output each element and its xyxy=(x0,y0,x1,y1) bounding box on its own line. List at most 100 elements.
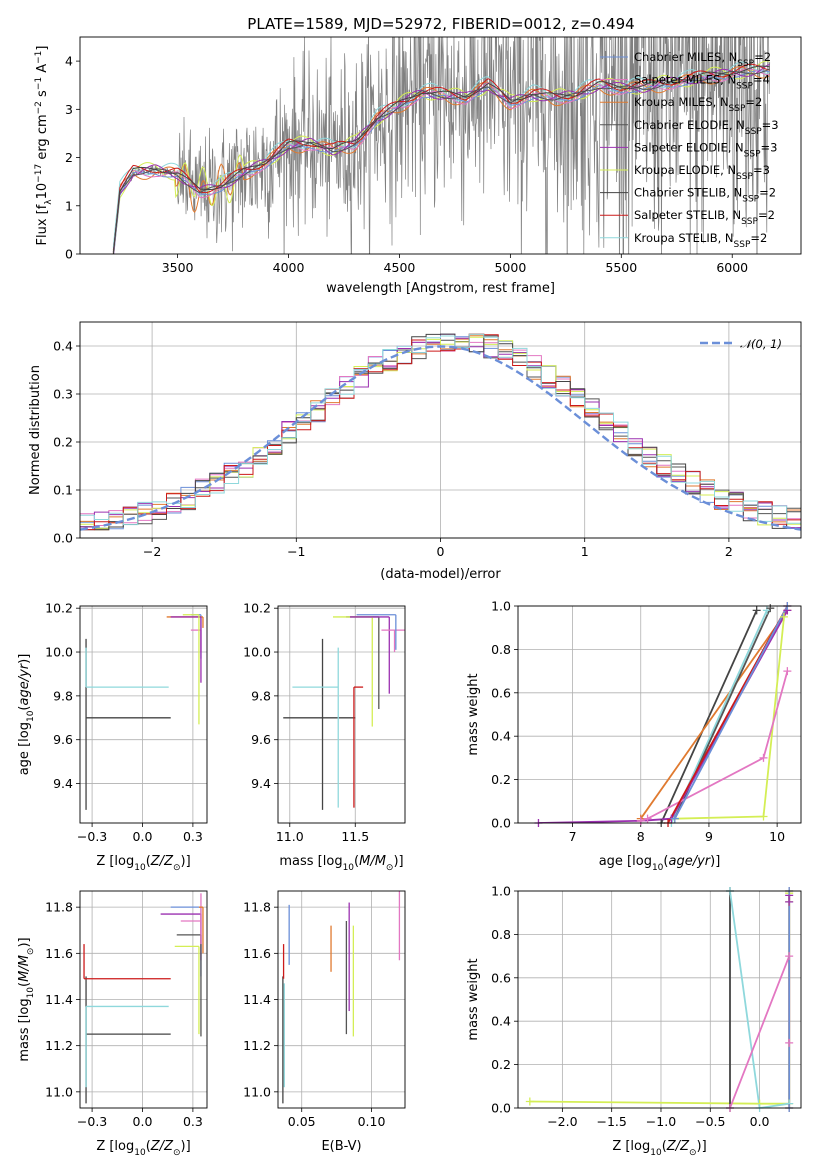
x-tick-label: 7 xyxy=(569,829,577,844)
y-tick-label: 0.4 xyxy=(491,1014,511,1029)
y-tick-label: 0.8 xyxy=(491,927,511,942)
legend-text: Kroupa MILES, N xyxy=(634,95,729,109)
legend-text: Kroupa STELIB, N xyxy=(634,231,734,245)
model-line xyxy=(112,65,770,254)
x-tick-label: 0 xyxy=(437,544,445,559)
legend-value: =3 xyxy=(762,118,779,132)
x-tick-label: 2 xyxy=(725,544,733,559)
x-tick-label: −0.3 xyxy=(77,1114,107,1129)
y-tick-label: 0.3 xyxy=(53,387,73,402)
label-part: wavelength [Angstrom, rest frame] xyxy=(326,281,555,296)
legend-text: Salpeter ELODIE, N xyxy=(634,140,744,154)
mass-weight-line xyxy=(538,609,789,823)
label-part: 10 xyxy=(35,183,50,200)
y-tick-label: 11.0 xyxy=(45,1084,73,1099)
legend-sub: SSP xyxy=(742,195,759,205)
x-tick-label: 11.0 xyxy=(276,829,304,844)
x-tick-label: 5000 xyxy=(494,260,526,275)
y-tick-label: 2 xyxy=(65,150,73,165)
y-tick-label: 11.4 xyxy=(45,992,73,1007)
y-axis-label: mass [log10(M/M⊙)] xyxy=(17,937,36,1061)
model-line xyxy=(112,63,770,254)
mass-weight-line xyxy=(660,609,758,823)
mass_vs_Z-plot-area xyxy=(83,893,204,1104)
plus-marker xyxy=(766,604,775,613)
legend-sub: SSP xyxy=(745,127,762,137)
y-tick-label: 11.6 xyxy=(45,946,73,961)
y-tick-label: 10.0 xyxy=(243,645,271,660)
label-part: Z [log xyxy=(96,854,134,869)
legend-label: Chabrier STELIB, NSSP=2 xyxy=(634,186,776,205)
label-part: λ xyxy=(44,199,54,205)
plus-marker xyxy=(759,753,768,762)
label-part: M/M xyxy=(17,955,32,982)
y-tick-label: 0.2 xyxy=(491,772,511,787)
legend-sub: SSP xyxy=(737,59,754,69)
mass_vs_ebv-plot-area xyxy=(282,891,401,1104)
label-part: age [log xyxy=(17,722,32,775)
label-part: ( xyxy=(17,706,32,711)
label-part: )] xyxy=(17,654,32,664)
massweight_vs_age-plot-area xyxy=(538,606,789,823)
y-tick-label: 4 xyxy=(65,54,73,69)
label-part: )] xyxy=(181,1139,191,1154)
x-tick-label: 0.10 xyxy=(358,1114,386,1129)
figure-title: PLATE=1589, MJD=52972, FIBERID=0012, z=0… xyxy=(247,15,634,33)
plus-marker xyxy=(670,814,679,823)
y-tick-label: 0.2 xyxy=(53,435,73,450)
label-part: ⊙ xyxy=(173,863,181,873)
x-tick-label: 0.05 xyxy=(288,1114,316,1129)
label-part: 10 xyxy=(134,1148,146,1158)
axes-frame xyxy=(277,890,406,1109)
label-part: age/yr xyxy=(668,854,711,869)
x-tick-label: 3500 xyxy=(162,260,194,275)
label-part: ( xyxy=(146,854,151,869)
gaussian-curve xyxy=(80,345,801,531)
legend-label: Kroupa ELODIE, NSSP=3 xyxy=(634,163,770,182)
x-tick-label: 4000 xyxy=(273,260,305,275)
axes-frame xyxy=(517,605,802,824)
x-axis-label: mass [log10(M/M⊙)] xyxy=(279,854,403,873)
age_vs_mass-axes: 11.0 11.5 9.4 9.6 9.8 10.0 10.2 mass [log10(M/M… xyxy=(243,601,406,873)
y-axis-label: age [log10(age/yr)] xyxy=(17,654,36,776)
legend-text: Salpeter MILES, N xyxy=(634,73,736,87)
y-tick-label: 11.8 xyxy=(45,900,73,915)
label-part: mass [log xyxy=(279,854,342,869)
age_vs_Z-plot-area xyxy=(85,614,204,810)
label-part: ⊙ xyxy=(386,863,394,873)
label-part: −1 xyxy=(34,51,44,64)
label-part: age/yr xyxy=(17,662,32,705)
plus-marker xyxy=(643,814,652,823)
y-tick-label: 3 xyxy=(65,102,73,117)
x-tick-label: 11.5 xyxy=(341,829,369,844)
label-part: ( xyxy=(17,982,32,987)
histogram-series xyxy=(80,333,801,526)
x-tick-label: 0.0 xyxy=(133,829,153,844)
label-part: )] xyxy=(17,937,32,947)
label-part: (data-model)/error xyxy=(380,567,501,582)
y-tick-label: 11.2 xyxy=(45,1038,73,1053)
label-part: A xyxy=(35,64,50,77)
legend-value: =2 xyxy=(759,186,776,200)
plus-marker xyxy=(785,897,794,906)
label-part: ⊙ xyxy=(26,948,36,956)
spectrum-plot-area xyxy=(112,37,771,254)
massweight_vs_Z-plot-area xyxy=(529,891,791,1108)
legend-value: =2 xyxy=(745,95,762,109)
legend-value: =2 xyxy=(758,208,775,222)
label-part: −1 xyxy=(34,77,44,90)
legend-text: Chabrier STELIB, N xyxy=(634,186,742,200)
mass-weight-line xyxy=(674,606,789,820)
legend-sub: SSP xyxy=(729,104,746,114)
legend-label: Salpeter ELODIE, NSSP=3 xyxy=(634,140,777,159)
x-tick-label: −1 xyxy=(287,544,305,559)
x-tick-label: 8 xyxy=(637,829,645,844)
age_vs_mass-plot-area xyxy=(283,614,405,810)
legend-sub: SSP xyxy=(744,149,761,159)
x-tick-label: 10 xyxy=(769,829,785,844)
y-tick-label: 0.2 xyxy=(491,1057,511,1072)
legend-text: Chabrier ELODIE, N xyxy=(634,118,745,132)
x-axis-label: Z [log10(Z/Z⊙)] xyxy=(96,854,190,873)
y-tick-label: 11.6 xyxy=(243,946,271,961)
y-tick-label: 9.4 xyxy=(251,776,271,791)
